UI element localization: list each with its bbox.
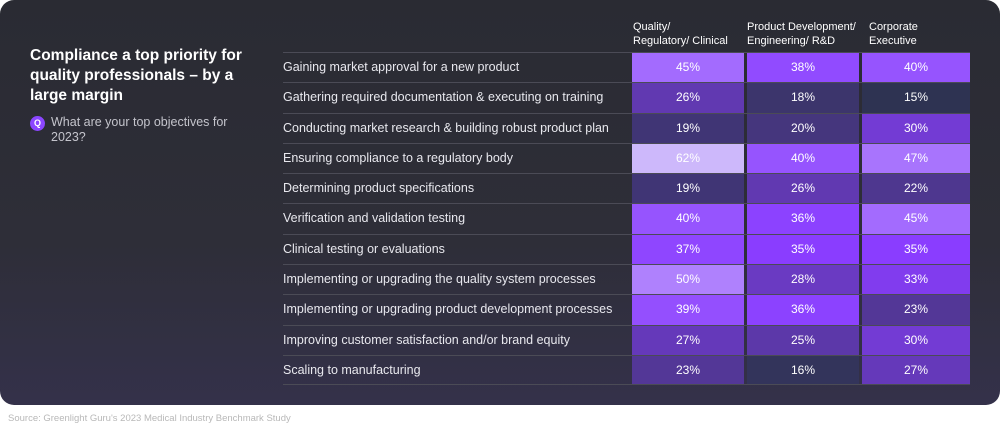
value-cell: 26% (632, 83, 744, 113)
value-cell: 25% (747, 325, 859, 355)
value-cell: 35% (862, 234, 970, 265)
value-cell: 40% (747, 143, 859, 174)
column-header-corporate: Corporate Executive (869, 20, 918, 48)
value-cell: 23% (862, 295, 970, 325)
column-header-line: Product Development/ (747, 21, 856, 33)
value-cell: 38% (747, 53, 859, 83)
column-header-product-development: Product Development/ Engineering/ R&D (747, 20, 856, 48)
value-cell: 18% (747, 83, 859, 113)
value-cell: 36% (747, 204, 859, 234)
chart-title: Compliance a top priority for quality pr… (30, 47, 242, 104)
value-cell: 27% (862, 355, 970, 385)
heatmap-table: Gaining market approval for a new produc… (283, 52, 970, 386)
column-header-line: Quality/ (633, 21, 671, 33)
table-row: Clinical testing or evaluations 37% 35% 35% (283, 233, 970, 265)
column-header-line: Engineering/ R&D (747, 35, 836, 47)
column-header-quality: Quality/ Regulatory/ Clinical (633, 20, 728, 48)
row-label: Conducting market research & building ro… (283, 120, 609, 135)
value-cell: 45% (632, 53, 744, 83)
value-cell: 62% (632, 143, 744, 174)
value-cell: 39% (632, 295, 744, 325)
value-cell: 27% (632, 325, 744, 355)
row-label: Gaining market approval for a new produc… (283, 60, 520, 74)
row-label: Scaling to manufacturing (283, 362, 421, 377)
row-label: Ensuring compliance to a regulatory body (283, 150, 513, 165)
row-label: Determining product specifications (283, 181, 475, 196)
row-label: Implementing or upgrading the quality sy… (283, 272, 596, 287)
value-cell: 33% (862, 265, 970, 295)
table-row: Verification and validation testing 40% 36… (283, 203, 970, 234)
row-label: Gathering required documentation & execu… (283, 90, 604, 105)
value-cell: 28% (747, 265, 859, 295)
column-header-line: Corporate (869, 21, 918, 33)
table-row: Improving customer satisfaction and/or b… (283, 324, 970, 355)
table-row: Gaining market approval for a new produc… (283, 52, 970, 83)
value-cell: 50% (632, 265, 744, 295)
row-label: Implementing or upgrading product develo… (283, 302, 613, 317)
value-cell: 15% (862, 83, 970, 113)
table-row: Implementing or upgrading the quality sy… (283, 264, 970, 295)
row-label: Clinical testing or evaluations (283, 241, 445, 256)
value-cell: 23% (632, 355, 744, 385)
value-cell: 22% (862, 174, 970, 204)
value-cell: 40% (632, 204, 744, 234)
question-icon: Q (30, 116, 45, 131)
table-row: Gathering required documentation & execu… (283, 82, 970, 113)
value-cell: 30% (862, 113, 970, 143)
table-row: Ensuring compliance to a regulatory body… (283, 142, 970, 174)
table-row: Conducting market research & building ro… (283, 112, 970, 143)
table-row: Scaling to manufacturing 23% 16% 27% (283, 354, 970, 386)
value-cell: 19% (632, 113, 744, 143)
table-row: Implementing or upgrading product develo… (283, 294, 970, 325)
value-cell: 16% (747, 355, 859, 385)
table-row: Determining product specifications 19% 26%… (283, 173, 970, 204)
value-cell: 26% (747, 174, 859, 204)
column-header-line: Executive (869, 35, 917, 47)
survey-question: What are your top objectives for 2023? (51, 115, 228, 144)
value-cell: 40% (862, 53, 970, 83)
value-cell: 36% (747, 295, 859, 325)
row-label: Verification and validation testing (283, 211, 466, 226)
column-header-line: Regulatory/ Clinical (633, 35, 728, 47)
value-cell: 20% (747, 113, 859, 143)
value-cell: 37% (632, 234, 744, 265)
chart-card: Compliance a top priority for quality pr… (0, 0, 1000, 405)
source-note: Source: Greenlight Guru's 2023 Medical I… (8, 413, 291, 424)
row-label: Improving customer satisfaction and/or b… (283, 332, 570, 347)
value-cell: 35% (747, 234, 859, 265)
value-cell: 47% (862, 143, 970, 174)
value-cell: 30% (862, 325, 970, 355)
value-cell: 45% (862, 204, 970, 234)
value-cell: 19% (632, 174, 744, 204)
